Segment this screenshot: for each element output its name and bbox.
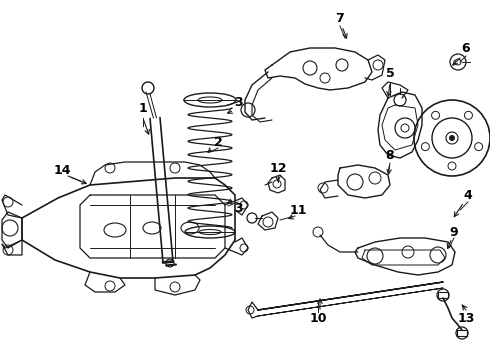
Text: 7: 7 (336, 12, 344, 24)
Text: 10: 10 (309, 311, 327, 324)
Text: 3: 3 (234, 95, 243, 108)
Text: 1: 1 (139, 102, 147, 114)
Text: 14: 14 (53, 163, 71, 176)
Text: 12: 12 (269, 162, 287, 175)
Text: 2: 2 (214, 135, 222, 149)
Text: 4: 4 (464, 189, 472, 202)
Text: 13: 13 (457, 311, 475, 324)
Text: 8: 8 (386, 149, 394, 162)
Text: 11: 11 (289, 203, 307, 216)
Text: 3: 3 (234, 202, 243, 215)
Circle shape (449, 135, 455, 141)
Text: 6: 6 (462, 41, 470, 54)
Text: 5: 5 (386, 67, 394, 80)
Text: 9: 9 (450, 225, 458, 239)
